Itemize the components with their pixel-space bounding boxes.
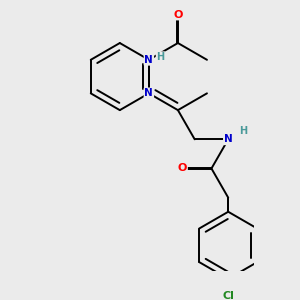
Text: H: H <box>157 52 165 62</box>
Text: N: N <box>145 55 153 65</box>
Text: H: H <box>239 126 247 136</box>
Text: N: N <box>145 88 153 98</box>
Text: N: N <box>224 134 233 144</box>
Text: Cl: Cl <box>222 291 234 300</box>
Text: O: O <box>178 164 187 173</box>
Text: O: O <box>173 10 183 20</box>
